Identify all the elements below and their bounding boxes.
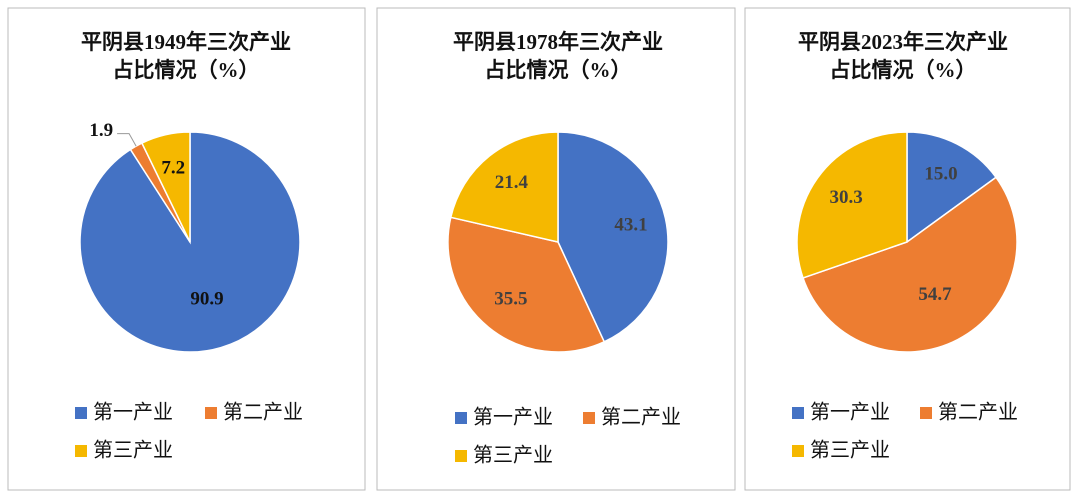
data-label: 7.2 bbox=[161, 157, 185, 178]
data-label: 43.1 bbox=[614, 214, 647, 235]
legend-label: 第一产业 bbox=[93, 401, 173, 424]
data-label: 21.4 bbox=[495, 172, 529, 193]
pie-slice bbox=[557, 131, 669, 343]
legend-label: 第二产业 bbox=[223, 401, 303, 424]
pie-slice bbox=[449, 131, 559, 243]
data-label: 30.3 bbox=[829, 187, 862, 208]
legend-swatch bbox=[75, 407, 87, 419]
chart-title: 占比情况（%） bbox=[830, 58, 977, 82]
panel bbox=[376, 7, 736, 491]
pie-slice bbox=[140, 131, 191, 243]
legend-swatch bbox=[792, 445, 804, 457]
chart-title: 占比情况（%） bbox=[485, 58, 632, 82]
legend-label: 第二产业 bbox=[938, 401, 1018, 424]
legend-label: 第三产业 bbox=[810, 439, 890, 462]
legend-label: 第二产业 bbox=[601, 406, 681, 429]
data-label: 15.0 bbox=[924, 164, 957, 185]
chart-title: 平阴县2023年三次产业 bbox=[798, 30, 1008, 54]
data-label: 35.5 bbox=[494, 288, 527, 309]
legend-swatch bbox=[792, 407, 804, 419]
pie-slice bbox=[802, 176, 1018, 353]
data-label: 1.9 bbox=[89, 120, 113, 141]
legend-swatch bbox=[920, 407, 932, 419]
chart-title: 平阴县1949年三次产业 bbox=[81, 30, 291, 54]
chart-title: 平阴县1978年三次产业 bbox=[453, 30, 663, 54]
chart-title: 占比情况（%） bbox=[113, 58, 260, 82]
legend-label: 第一产业 bbox=[810, 401, 890, 424]
pie-slice bbox=[796, 131, 908, 279]
panel bbox=[7, 7, 366, 491]
pie-slice bbox=[447, 216, 606, 353]
legend-swatch bbox=[583, 412, 595, 424]
legend-swatch bbox=[455, 412, 467, 424]
legend-swatch bbox=[205, 407, 217, 419]
data-label: 90.9 bbox=[190, 288, 223, 309]
data-label: 54.7 bbox=[918, 284, 952, 305]
legend-swatch bbox=[75, 445, 87, 457]
legend-label: 第三产业 bbox=[93, 439, 173, 462]
panel bbox=[744, 7, 1071, 491]
leader-line bbox=[117, 133, 137, 147]
pie-slice bbox=[906, 131, 998, 244]
legend-label: 第三产业 bbox=[473, 444, 553, 467]
legend-swatch bbox=[455, 450, 467, 462]
legend-label: 第一产业 bbox=[473, 406, 553, 429]
